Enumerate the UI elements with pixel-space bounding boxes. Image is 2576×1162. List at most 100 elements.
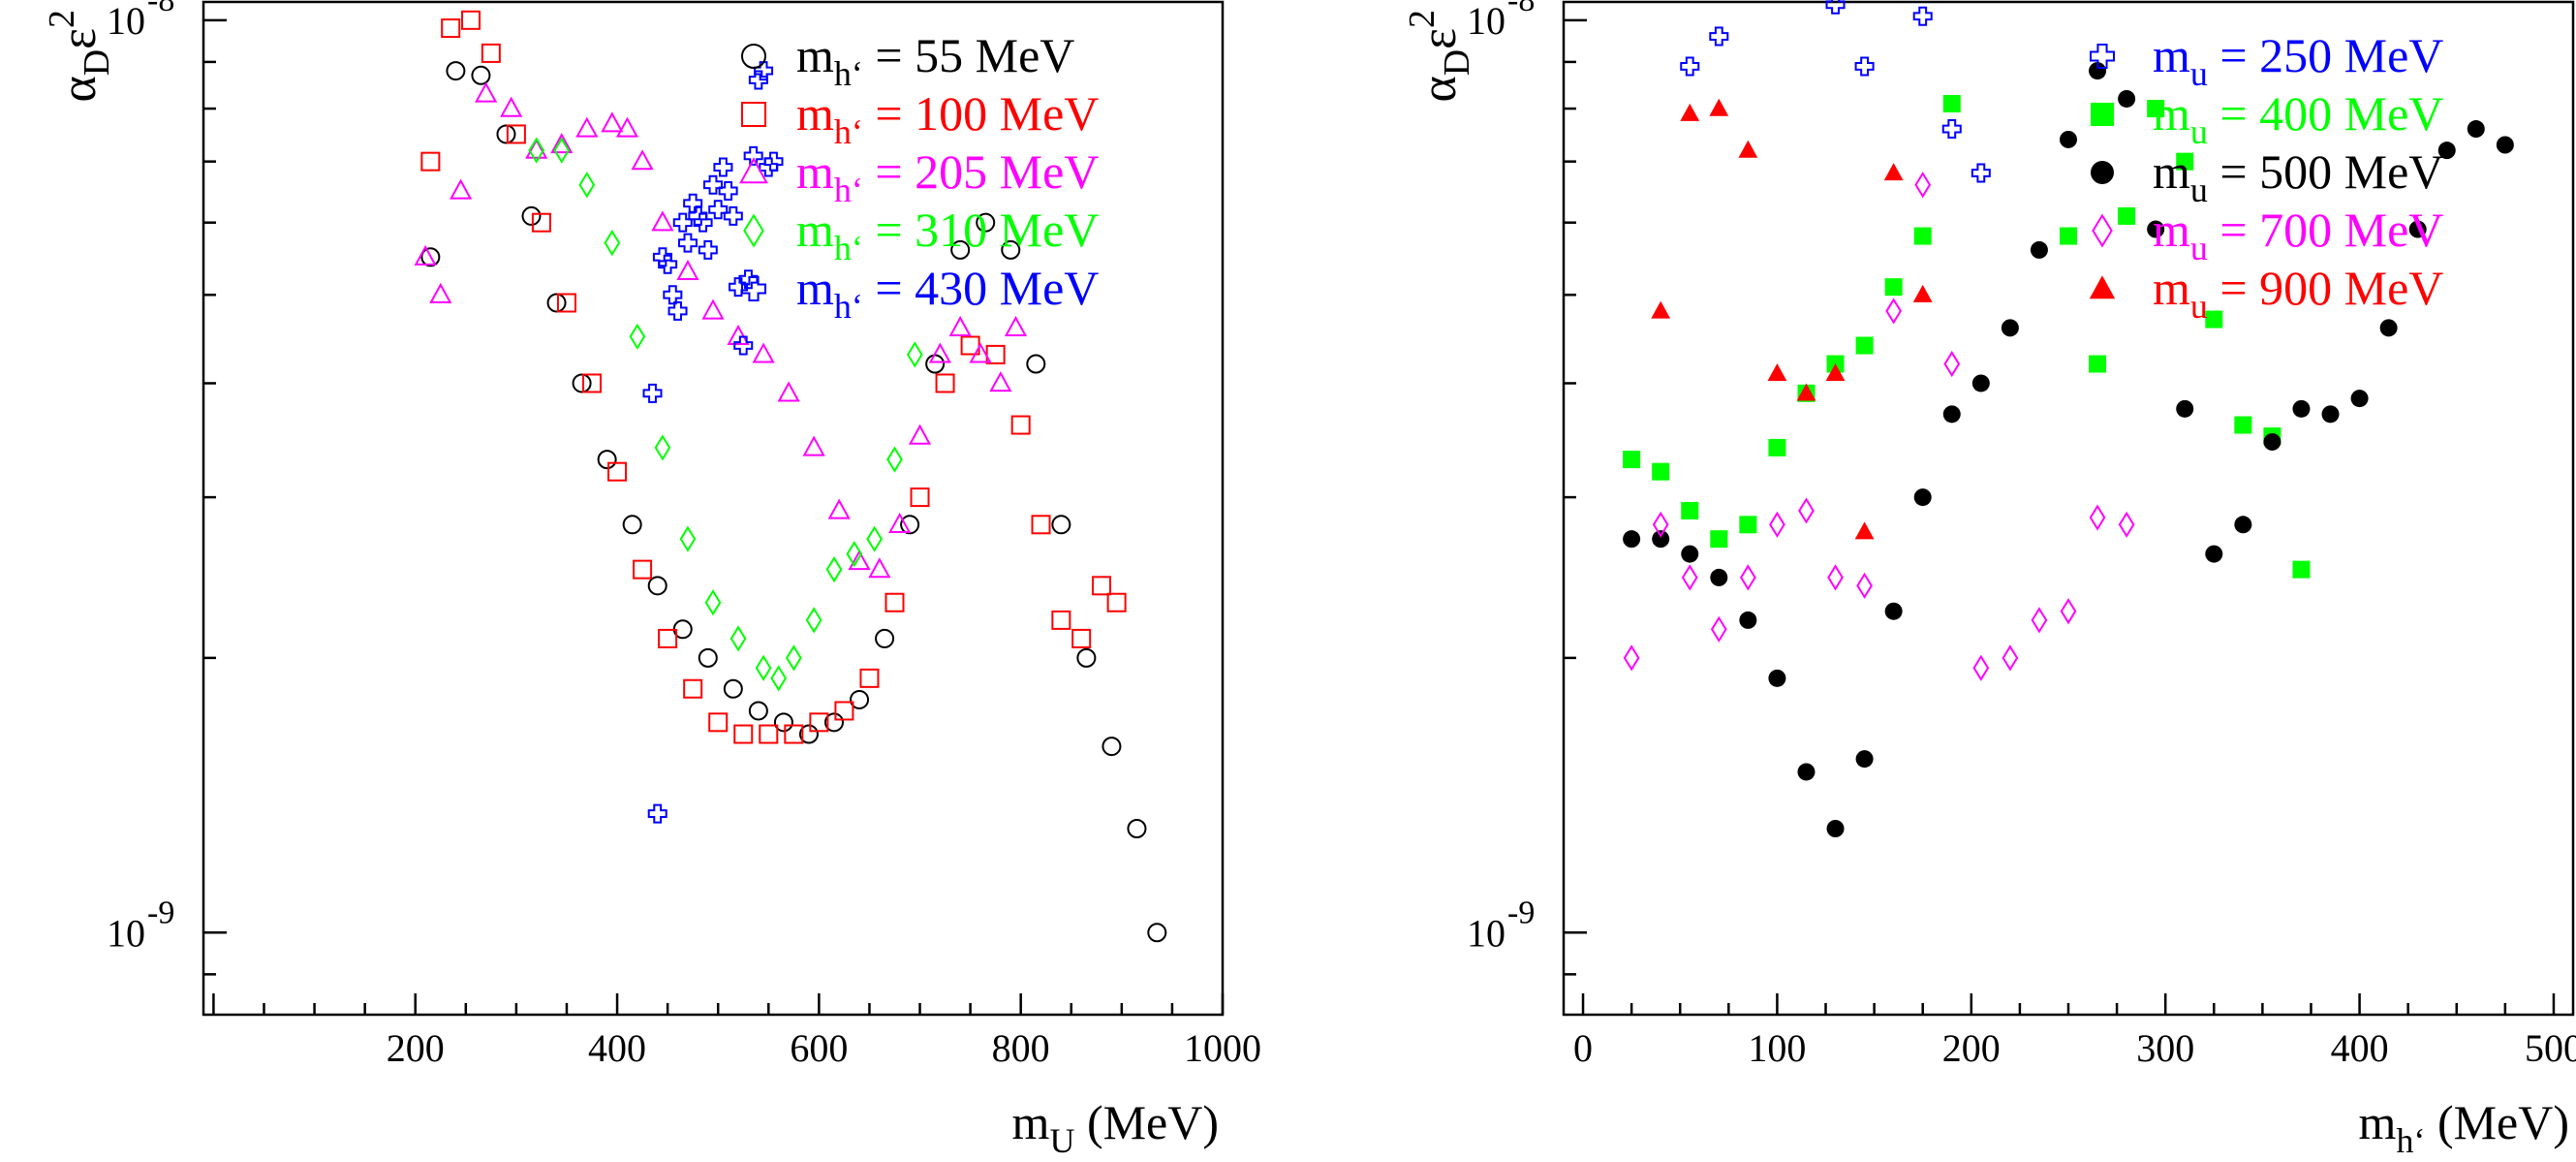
data-point bbox=[1855, 336, 1874, 355]
data-point bbox=[688, 205, 708, 226]
x-tick-label: 0 bbox=[1573, 1026, 1593, 1070]
data-point bbox=[578, 172, 596, 199]
data-point bbox=[672, 212, 693, 233]
data-point bbox=[550, 133, 574, 154]
data-point bbox=[1681, 564, 1698, 591]
data-point bbox=[1912, 6, 1933, 26]
data-point bbox=[1051, 610, 1071, 630]
data-point bbox=[713, 157, 733, 177]
data-point bbox=[2437, 141, 2456, 160]
data-point bbox=[1826, 819, 1845, 837]
data-point bbox=[658, 254, 678, 274]
y-tick-label: 10 bbox=[1467, 0, 1505, 43]
legend-marker bbox=[741, 102, 766, 127]
data-point bbox=[1739, 611, 1757, 629]
data-point bbox=[1623, 451, 1641, 469]
x-axis-title: mh‘ (MeV) bbox=[2359, 1095, 2569, 1160]
data-point bbox=[1681, 545, 1699, 563]
data-point bbox=[1106, 592, 1127, 612]
data-point bbox=[809, 712, 829, 733]
data-point bbox=[2060, 598, 2077, 625]
data-point bbox=[597, 450, 617, 470]
data-point bbox=[1001, 239, 1021, 260]
data-point bbox=[733, 335, 754, 356]
plot-frame bbox=[202, 0, 1225, 1017]
data-point bbox=[759, 157, 779, 177]
data-point bbox=[770, 665, 788, 692]
data-point bbox=[651, 210, 674, 232]
data-point bbox=[910, 487, 930, 508]
data-point bbox=[1147, 923, 1167, 943]
data-point bbox=[2089, 62, 2107, 80]
data-point bbox=[866, 525, 884, 552]
data-point bbox=[798, 724, 819, 744]
data-point bbox=[1854, 521, 1875, 540]
data-point bbox=[2030, 240, 2048, 259]
data-point bbox=[601, 111, 624, 133]
data-point bbox=[2060, 227, 2077, 245]
data-point bbox=[429, 282, 452, 303]
data-point bbox=[604, 230, 621, 257]
series-1 bbox=[1623, 94, 2311, 579]
data-point bbox=[2205, 310, 2223, 329]
data-point bbox=[729, 625, 747, 652]
data-point bbox=[701, 298, 725, 320]
data-point bbox=[2089, 355, 2107, 373]
data-point bbox=[1912, 284, 1933, 302]
data-point bbox=[805, 607, 822, 634]
data-point bbox=[727, 324, 750, 345]
data-point bbox=[1855, 750, 1874, 769]
data-point bbox=[1768, 669, 1786, 687]
data-point bbox=[683, 193, 703, 213]
data-point bbox=[615, 116, 639, 138]
data-point bbox=[461, 10, 481, 30]
data-point bbox=[1942, 94, 1961, 112]
data-point bbox=[738, 269, 759, 290]
data-point bbox=[1739, 564, 1756, 591]
data-point bbox=[2408, 220, 2427, 238]
legend-entry: mu = 900 MeV bbox=[2153, 261, 2443, 326]
data-point bbox=[708, 712, 729, 733]
x-tick-label: 600 bbox=[790, 1026, 848, 1070]
data-point bbox=[752, 342, 775, 363]
data-point bbox=[1709, 26, 1729, 47]
data-point bbox=[935, 373, 955, 393]
data-point bbox=[525, 138, 548, 159]
legend-entry: mh‘ = 310 MeV bbox=[796, 203, 1099, 267]
data-point bbox=[2147, 100, 2165, 118]
x-tick-label: 200 bbox=[1942, 1026, 2001, 1070]
data-point bbox=[777, 381, 800, 402]
y-tick-exponent: -8 bbox=[147, 0, 174, 18]
data-point bbox=[1797, 763, 1816, 781]
data-point bbox=[1883, 163, 1904, 181]
data-point bbox=[1681, 501, 1699, 519]
data-point bbox=[553, 137, 571, 164]
legend-entry: mu = 700 MeV bbox=[2153, 203, 2443, 267]
data-point bbox=[802, 435, 825, 456]
data-point bbox=[1710, 615, 1727, 643]
data-point bbox=[1798, 497, 1815, 524]
series-4 bbox=[1651, 98, 1933, 540]
legend-entry: mu = 250 MeV bbox=[2153, 28, 2443, 93]
legend-marker bbox=[741, 44, 766, 69]
data-point bbox=[420, 247, 441, 267]
x-tick-label: 400 bbox=[2331, 1026, 2389, 1070]
data-point bbox=[773, 712, 793, 733]
data-point bbox=[704, 589, 722, 616]
data-point bbox=[1856, 572, 1873, 599]
data-point bbox=[698, 239, 718, 260]
x-tick-label: 300 bbox=[2136, 1026, 2194, 1070]
data-point bbox=[441, 18, 461, 39]
y-axis-title: αDε2 bbox=[1402, 10, 1477, 103]
y-axis-title: αDε2 bbox=[42, 10, 117, 103]
data-point bbox=[908, 424, 932, 445]
data-point bbox=[1971, 374, 1990, 393]
data-point bbox=[531, 212, 551, 233]
data-point bbox=[446, 61, 466, 81]
data-point bbox=[631, 149, 654, 171]
data-point bbox=[471, 65, 491, 85]
data-point bbox=[414, 244, 437, 266]
data-point bbox=[2234, 416, 2252, 434]
